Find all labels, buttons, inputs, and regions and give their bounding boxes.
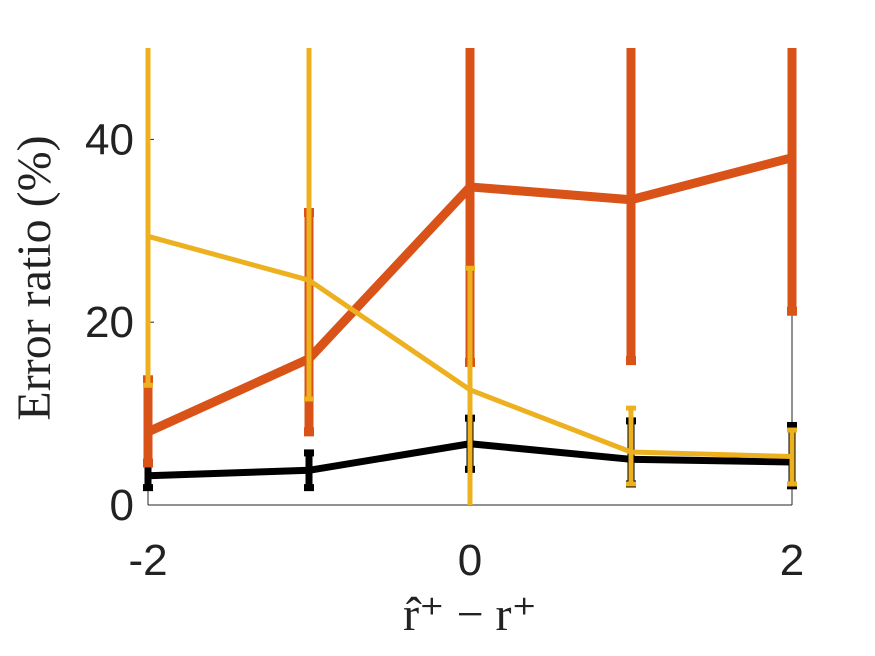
y-tick-label: 40 xyxy=(85,115,134,164)
y-axis-label: Error ratio (%) xyxy=(8,135,61,420)
data-line xyxy=(147,233,793,460)
data-line xyxy=(146,153,794,436)
plot-area xyxy=(143,48,797,505)
x-tick-label: -2 xyxy=(128,536,167,585)
y-tick-label: 20 xyxy=(85,298,134,347)
x-axis-label: r̂⁺ − r⁺ xyxy=(403,588,537,641)
x-tick-label: 2 xyxy=(780,536,804,585)
y-tick-label: 0 xyxy=(110,481,134,530)
x-tick-label: 0 xyxy=(458,536,482,585)
